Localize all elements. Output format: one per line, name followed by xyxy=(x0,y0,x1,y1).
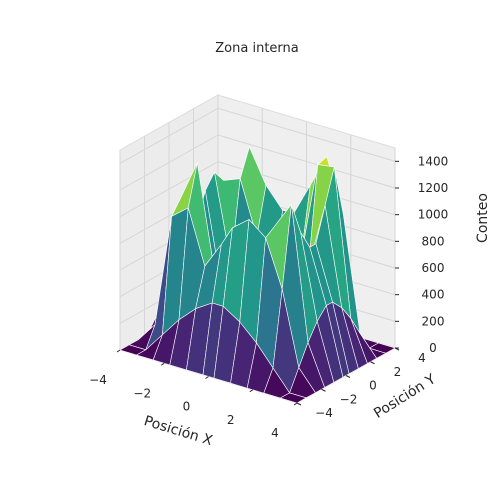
z-tick-label: 800 xyxy=(422,234,445,248)
x-tick-mark xyxy=(293,402,298,406)
x-tick-label: −2 xyxy=(133,386,151,400)
x-tick-label: −4 xyxy=(89,373,107,387)
x-tick-label: 0 xyxy=(183,400,191,414)
z-tick-label: 1000 xyxy=(418,208,449,222)
y-tick-mark xyxy=(370,361,375,365)
grid-line-z xyxy=(119,161,219,218)
y-tick-label: −4 xyxy=(315,406,333,420)
chart-title: Zona interna xyxy=(215,41,298,56)
surface-patches xyxy=(119,146,396,404)
z-tick-label: 0 xyxy=(429,341,437,355)
x-tick-label: 2 xyxy=(227,413,235,427)
x-tick-mark xyxy=(205,376,209,379)
grid-line-z xyxy=(217,107,396,162)
y-tick-mark xyxy=(345,375,351,378)
grid-line-z xyxy=(217,134,396,189)
grid-line-z xyxy=(119,134,219,191)
surface-patch xyxy=(280,392,307,404)
z-tick-label: 200 xyxy=(422,314,445,328)
y-axis-label: Posición Y xyxy=(371,371,439,422)
z-tick-label: 1400 xyxy=(418,154,449,168)
y-tick-label: 0 xyxy=(369,379,377,393)
x-axis-label: Posición X xyxy=(142,413,215,449)
y-tick-label: −2 xyxy=(340,392,358,406)
z-tick-label: 600 xyxy=(422,261,445,275)
y-tick-mark xyxy=(296,402,302,406)
x-tick-mark xyxy=(249,389,254,393)
z-tick-label: 400 xyxy=(422,288,445,302)
z-tick-label: 1200 xyxy=(418,181,449,195)
y-tick-label: 4 xyxy=(418,351,426,365)
x-tick-label: 4 xyxy=(271,426,279,440)
z-axis-label: Conteo xyxy=(475,193,491,243)
x-tick-mark xyxy=(160,362,165,366)
y-tick-label: 2 xyxy=(394,365,402,379)
y-tick-mark xyxy=(321,388,326,392)
grid-line-z xyxy=(119,107,219,164)
x-tick-mark xyxy=(116,349,121,353)
